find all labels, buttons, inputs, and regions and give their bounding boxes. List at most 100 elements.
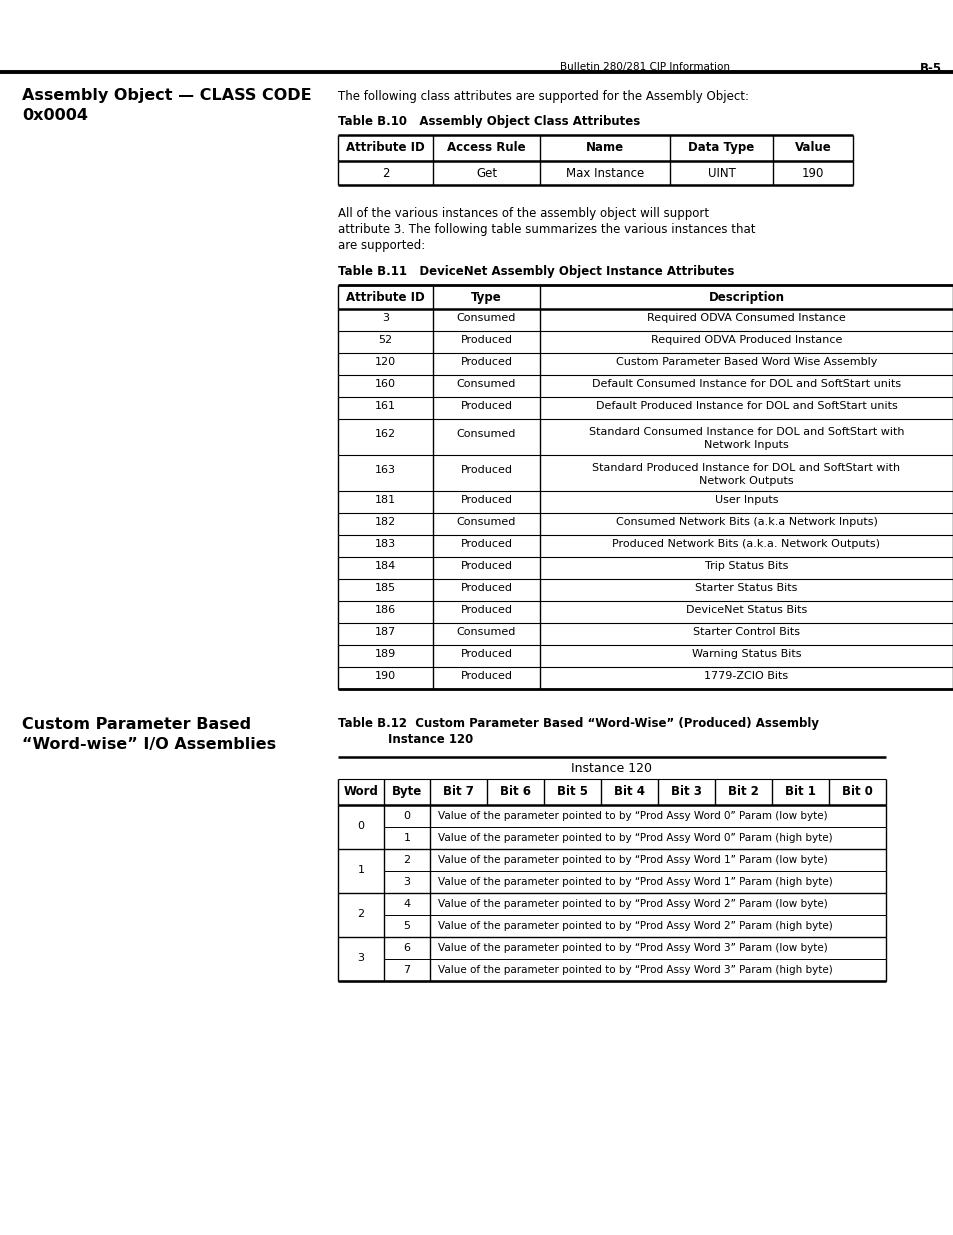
Text: Value of the parameter pointed to by “Prod Assy Word 2” Param (high byte): Value of the parameter pointed to by “Pr… [437,921,832,931]
Text: Value of the parameter pointed to by “Prod Assy Word 0” Param (high byte): Value of the parameter pointed to by “Pr… [437,832,832,844]
Text: 190: 190 [375,671,395,680]
Text: Warning Status Bits: Warning Status Bits [691,650,801,659]
Text: Trip Status Bits: Trip Status Bits [704,561,787,571]
Text: Name: Name [585,141,623,154]
Text: Table B.12  Custom Parameter Based “Word-Wise” (Produced) Assembly: Table B.12 Custom Parameter Based “Word-… [337,718,818,730]
Text: Attribute ID: Attribute ID [346,141,424,154]
Text: 4: 4 [403,899,410,909]
Text: Consumed: Consumed [456,379,516,389]
Text: Custom Parameter Based Word Wise Assembly: Custom Parameter Based Word Wise Assembl… [616,357,876,367]
Text: 2: 2 [381,167,389,180]
Text: 1: 1 [357,864,364,876]
Text: 181: 181 [375,495,395,505]
Text: Produced: Produced [460,495,512,505]
Text: Starter Control Bits: Starter Control Bits [692,627,800,637]
Text: Type: Type [471,291,501,304]
Text: Network Inputs: Network Inputs [703,440,788,450]
Text: Bit 4: Bit 4 [614,785,644,798]
Text: Custom Parameter Based: Custom Parameter Based [22,718,251,732]
Text: 185: 185 [375,583,395,593]
Text: Instance 120: Instance 120 [571,762,652,776]
Text: 3: 3 [381,312,389,324]
Text: DeviceNet Status Bits: DeviceNet Status Bits [685,605,806,615]
Text: are supported:: are supported: [337,240,425,252]
Text: Bit 6: Bit 6 [499,785,531,798]
Text: Produced: Produced [460,650,512,659]
Text: Produced: Produced [460,335,512,345]
Text: 0: 0 [403,811,410,821]
Text: Consumed: Consumed [456,312,516,324]
Text: 162: 162 [375,429,395,438]
Text: 52: 52 [378,335,392,345]
Text: Produced: Produced [460,401,512,411]
Text: Default Consumed Instance for DOL and SoftStart units: Default Consumed Instance for DOL and So… [591,379,901,389]
Text: 187: 187 [375,627,395,637]
Text: Default Produced Instance for DOL and SoftStart units: Default Produced Instance for DOL and So… [595,401,897,411]
Text: Standard Produced Instance for DOL and SoftStart with: Standard Produced Instance for DOL and S… [592,463,900,473]
Text: 1779-ZCIO Bits: 1779-ZCIO Bits [703,671,788,680]
Text: Table B.11   DeviceNet Assembly Object Instance Attributes: Table B.11 DeviceNet Assembly Object Ins… [337,266,734,278]
Text: Value of the parameter pointed to by “Prod Assy Word 1” Param (high byte): Value of the parameter pointed to by “Pr… [437,877,832,887]
Text: Consumed: Consumed [456,627,516,637]
Text: 5: 5 [403,921,410,931]
Text: 6: 6 [403,944,410,953]
Text: 182: 182 [375,517,395,527]
Text: 3: 3 [357,953,364,963]
Text: Network Outputs: Network Outputs [699,475,793,487]
Text: 160: 160 [375,379,395,389]
Text: Produced: Produced [460,605,512,615]
Text: Bit 0: Bit 0 [841,785,872,798]
Text: Data Type: Data Type [688,141,754,154]
Text: All of the various instances of the assembly object will support: All of the various instances of the asse… [337,207,708,220]
Text: 0x0004: 0x0004 [22,107,88,124]
Text: 120: 120 [375,357,395,367]
Text: Produced: Produced [460,561,512,571]
Text: Value of the parameter pointed to by “Prod Assy Word 1” Param (low byte): Value of the parameter pointed to by “Pr… [437,855,827,864]
Text: Produced: Produced [460,357,512,367]
Text: Value of the parameter pointed to by “Prod Assy Word 0” Param (low byte): Value of the parameter pointed to by “Pr… [437,811,827,821]
Text: Consumed: Consumed [456,517,516,527]
Text: Produced: Produced [460,538,512,550]
Text: 186: 186 [375,605,395,615]
Text: Bit 5: Bit 5 [557,785,587,798]
Text: 3: 3 [403,877,410,887]
Text: 161: 161 [375,401,395,411]
Text: Produced: Produced [460,583,512,593]
Text: Bit 2: Bit 2 [727,785,759,798]
Text: User Inputs: User Inputs [714,495,778,505]
Text: Get: Get [476,167,497,180]
Text: 163: 163 [375,466,395,475]
Text: Produced Network Bits (a.k.a. Network Outputs): Produced Network Bits (a.k.a. Network Ou… [612,538,880,550]
Text: Value of the parameter pointed to by “Prod Assy Word 2” Param (low byte): Value of the parameter pointed to by “Pr… [437,899,827,909]
Text: Required ODVA Consumed Instance: Required ODVA Consumed Instance [646,312,845,324]
Text: UINT: UINT [707,167,735,180]
Text: 7: 7 [403,965,410,974]
Text: Consumed: Consumed [456,429,516,438]
Text: Instance 120: Instance 120 [388,734,473,746]
Text: Description: Description [708,291,783,304]
Text: Produced: Produced [460,466,512,475]
Text: Standard Consumed Instance for DOL and SoftStart with: Standard Consumed Instance for DOL and S… [588,427,903,437]
Text: Value of the parameter pointed to by “Prod Assy Word 3” Param (low byte): Value of the parameter pointed to by “Pr… [437,944,827,953]
Text: 1: 1 [403,832,410,844]
Text: Table B.10   Assembly Object Class Attributes: Table B.10 Assembly Object Class Attribu… [337,115,639,128]
Text: The following class attributes are supported for the Assembly Object:: The following class attributes are suppo… [337,90,748,103]
Text: Bit 7: Bit 7 [442,785,474,798]
Text: Consumed Network Bits (a.k.a Network Inputs): Consumed Network Bits (a.k.a Network Inp… [615,517,877,527]
Text: 2: 2 [403,855,410,864]
Text: Starter Status Bits: Starter Status Bits [695,583,797,593]
Text: Access Rule: Access Rule [447,141,525,154]
Text: “Word-wise” I/O Assemblies: “Word-wise” I/O Assemblies [22,737,275,752]
Text: Assembly Object — CLASS CODE: Assembly Object — CLASS CODE [22,88,312,103]
Text: 189: 189 [375,650,395,659]
Text: Byte: Byte [392,785,421,798]
Text: Value: Value [794,141,830,154]
Text: Word: Word [343,785,378,798]
Text: Attribute ID: Attribute ID [346,291,424,304]
Text: Bulletin 280/281 CIP Information: Bulletin 280/281 CIP Information [559,62,729,72]
Text: Required ODVA Produced Instance: Required ODVA Produced Instance [650,335,841,345]
Text: Bit 1: Bit 1 [784,785,815,798]
Text: 184: 184 [375,561,395,571]
Text: 0: 0 [357,821,364,831]
Text: Max Instance: Max Instance [565,167,643,180]
